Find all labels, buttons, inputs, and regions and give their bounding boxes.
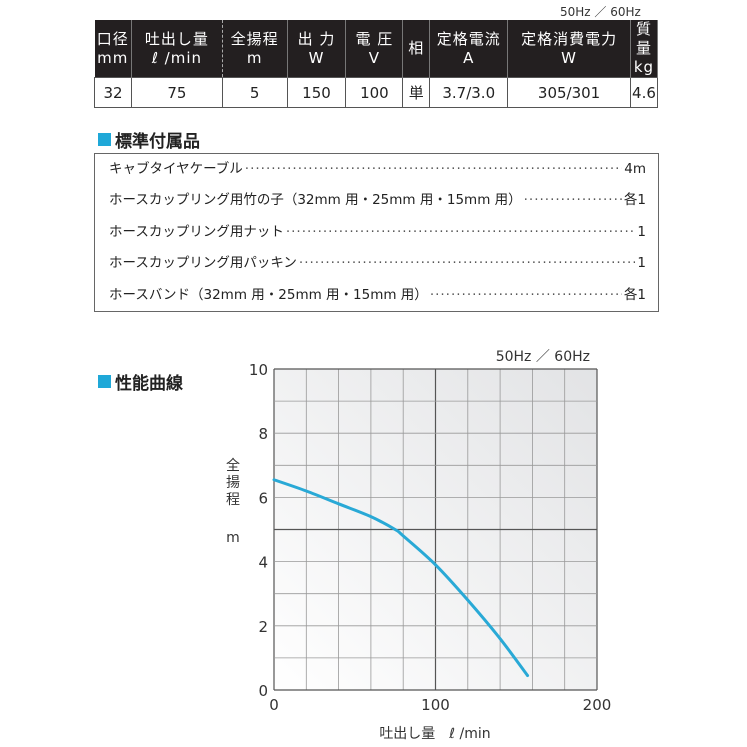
y-tick-label: 10 — [249, 361, 268, 379]
y-axis-label: 全 — [226, 457, 240, 474]
y-tick-label: 6 — [258, 489, 268, 507]
item-qty: 1 — [637, 255, 646, 272]
item-qty: 各1 — [623, 192, 646, 209]
item-qty: 4m — [624, 161, 646, 177]
value-cell: 100 — [345, 77, 404, 108]
item-name: ホースカップリング用竹の子（32mm 用・25mm 用・15mm 用） — [109, 192, 522, 209]
item-qty: 各1 — [623, 286, 646, 303]
square-bullet-icon — [98, 133, 111, 146]
value-cell: 4.6 — [629, 77, 659, 108]
value-cell: 5 — [221, 77, 288, 108]
list-item: ホースカップリング用パッキン 1 — [95, 248, 658, 279]
chart-note: 50Hz ／ 60Hz — [496, 349, 590, 365]
item-name: ホースカップリング用ナット — [109, 223, 284, 240]
frequency-note: 50Hz ／ 60Hz — [560, 5, 641, 19]
header-cell: 相 — [402, 20, 431, 78]
list-item: ホースカップリング用竹の子（32mm 用・25mm 用・15mm 用） 各1 — [95, 185, 658, 216]
y-tick-label: 8 — [258, 425, 268, 443]
item-name: ホースカップリング用パッキン — [109, 255, 297, 272]
performance-heading: 性能曲線 — [98, 369, 183, 394]
x-tick-label: 200 — [583, 696, 612, 714]
x-tick-label: 100 — [421, 696, 450, 714]
y-axis-label: 程 — [226, 492, 240, 508]
y-axis-label: m — [226, 530, 240, 546]
y-tick-label: 4 — [258, 554, 268, 572]
value-cell: 3.7/3.0 — [429, 77, 509, 108]
header-cell: 定格電流 A — [429, 20, 509, 78]
list-item: キャブタイヤケーブル 4m — [95, 154, 658, 185]
item-name: キャブタイヤケーブル — [109, 161, 243, 177]
performance-curve — [272, 478, 530, 678]
square-bullet-icon — [98, 375, 111, 388]
header-cell: 吐出し量 ℓ /min — [131, 20, 223, 78]
header-cell: 口径 mm — [94, 20, 132, 78]
header-cell: 定格消費電力 W — [507, 20, 631, 78]
header-cell: 全揚程 m — [222, 20, 288, 78]
list-item: ホースカップリング用ナット 1 — [95, 217, 658, 248]
accessories-list: キャブタイヤケーブル 4m ホースカップリング用竹の子（32mm 用・25mm 用・… — [94, 153, 659, 312]
y-tick-label: 2 — [258, 618, 268, 636]
header-cell: 質 量 kg — [630, 20, 659, 78]
y-axis-label: 揚 — [226, 474, 240, 491]
value-cell: 32 — [94, 77, 132, 108]
item-name: ホースバンド（32mm 用・25mm 用・15mm 用） — [109, 286, 428, 303]
x-tick-label: 0 — [269, 696, 279, 714]
list-item: ホースバンド（32mm 用・25mm 用・15mm 用） 各1 — [95, 280, 658, 311]
value-cell: 75 — [130, 77, 223, 108]
y-tick-label: 0 — [258, 682, 268, 700]
accessories-heading: 標準付属品 — [98, 127, 200, 152]
item-qty: 1 — [637, 223, 646, 240]
value-cell: 305/301 — [507, 77, 631, 108]
x-axis-label: 吐出し量 ℓ /min — [379, 726, 490, 742]
